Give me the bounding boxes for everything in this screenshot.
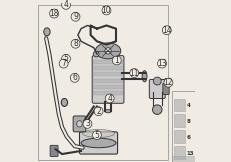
Circle shape: [59, 59, 68, 68]
Circle shape: [71, 12, 80, 21]
Text: 10: 10: [101, 6, 111, 15]
FancyBboxPatch shape: [73, 116, 85, 132]
FancyBboxPatch shape: [93, 85, 123, 89]
FancyBboxPatch shape: [172, 91, 195, 162]
Text: 18: 18: [49, 9, 59, 18]
Circle shape: [163, 78, 172, 87]
Text: 5: 5: [63, 54, 68, 63]
Text: 11: 11: [129, 69, 138, 78]
Circle shape: [157, 59, 166, 68]
Circle shape: [102, 6, 110, 15]
Ellipse shape: [104, 110, 111, 113]
Text: 9: 9: [73, 12, 78, 21]
Circle shape: [93, 51, 99, 57]
FancyBboxPatch shape: [162, 83, 168, 95]
Text: 12: 12: [163, 78, 172, 87]
Text: 7: 7: [61, 59, 66, 68]
Circle shape: [49, 9, 58, 18]
Text: 4: 4: [63, 0, 68, 9]
FancyBboxPatch shape: [79, 132, 117, 154]
Circle shape: [112, 56, 121, 65]
Ellipse shape: [76, 121, 82, 127]
Circle shape: [94, 107, 103, 116]
Circle shape: [104, 48, 111, 54]
FancyBboxPatch shape: [149, 79, 164, 98]
Text: 4: 4: [107, 94, 112, 103]
Text: 6: 6: [186, 135, 190, 140]
FancyBboxPatch shape: [172, 156, 195, 162]
Ellipse shape: [153, 77, 161, 85]
Text: 3: 3: [85, 119, 89, 128]
Ellipse shape: [82, 129, 114, 137]
Circle shape: [71, 39, 80, 48]
FancyBboxPatch shape: [173, 146, 184, 159]
FancyBboxPatch shape: [92, 56, 123, 103]
FancyBboxPatch shape: [93, 66, 123, 70]
FancyBboxPatch shape: [93, 60, 123, 64]
FancyBboxPatch shape: [93, 91, 123, 95]
Circle shape: [70, 73, 79, 82]
Text: 2: 2: [96, 107, 100, 116]
Circle shape: [92, 131, 101, 139]
Text: 4: 4: [186, 103, 190, 108]
Text: 5: 5: [94, 131, 99, 139]
Text: 13: 13: [186, 151, 194, 156]
Circle shape: [129, 69, 138, 78]
Circle shape: [105, 94, 114, 103]
Circle shape: [83, 119, 91, 128]
Ellipse shape: [61, 98, 67, 106]
Ellipse shape: [81, 138, 116, 148]
FancyBboxPatch shape: [50, 145, 58, 156]
FancyBboxPatch shape: [173, 98, 184, 111]
Text: 6: 6: [72, 73, 77, 82]
Text: 13: 13: [157, 59, 166, 68]
Circle shape: [162, 26, 170, 35]
Ellipse shape: [152, 105, 161, 114]
FancyBboxPatch shape: [38, 5, 168, 160]
FancyBboxPatch shape: [93, 79, 123, 83]
Text: 8: 8: [186, 119, 190, 124]
Text: 8: 8: [73, 39, 78, 48]
FancyBboxPatch shape: [173, 114, 184, 127]
FancyBboxPatch shape: [173, 130, 184, 143]
Text: 1: 1: [114, 56, 119, 65]
Ellipse shape: [142, 71, 146, 82]
Text: 14: 14: [161, 26, 171, 35]
Ellipse shape: [95, 43, 120, 59]
Ellipse shape: [44, 28, 50, 36]
Circle shape: [61, 54, 70, 63]
Circle shape: [61, 0, 70, 9]
FancyBboxPatch shape: [93, 72, 123, 76]
